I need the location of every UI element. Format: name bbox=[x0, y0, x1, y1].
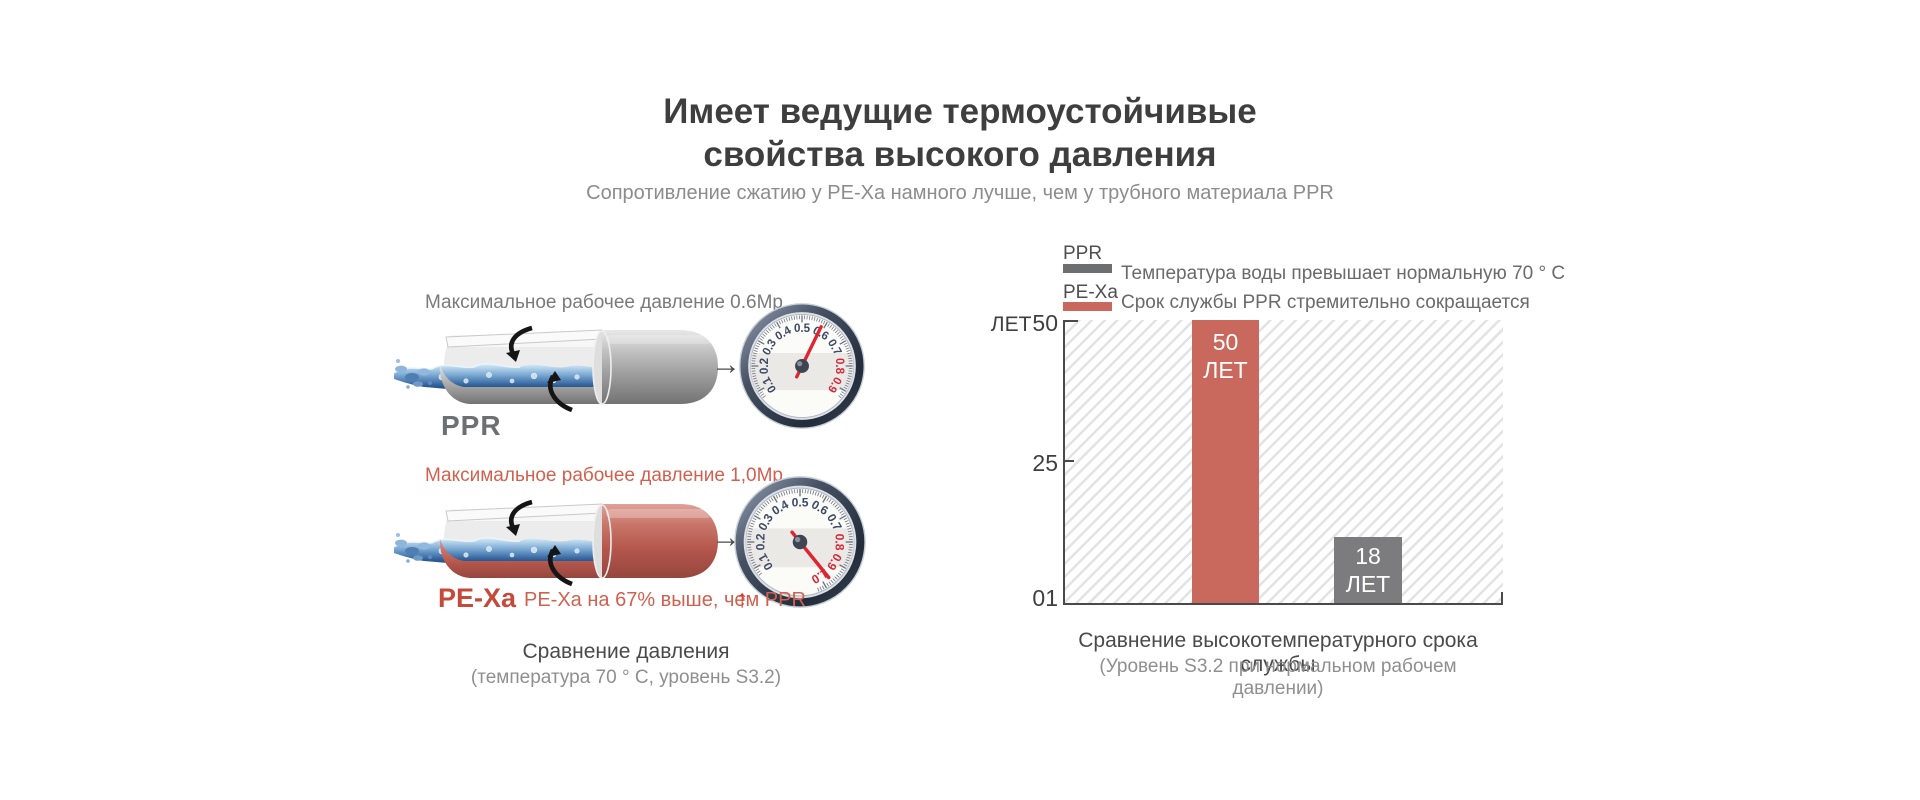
arrow-up-icon: ↑ bbox=[736, 585, 749, 613]
pressure-caption: Сравнение давления bbox=[522, 640, 730, 663]
bar-label: 50 bbox=[1212, 329, 1239, 355]
axis-tick bbox=[1501, 592, 1503, 603]
svg-text:0.5: 0.5 bbox=[794, 322, 811, 335]
axis-tick bbox=[1065, 460, 1074, 462]
bar-pe-xa: 50 ЛЕТ bbox=[1192, 320, 1259, 603]
svg-text:0.8: 0.8 bbox=[833, 534, 847, 551]
pressure-caption-sub: (температура 70 ° C, уровень S3.2) bbox=[470, 667, 782, 688]
pexa-note: PE-Xa на 67% выше, чем PPR bbox=[524, 589, 806, 611]
legend-desc-ppr: Температура воды превышает нормальную 70… bbox=[1121, 263, 1566, 284]
y-tick-25: 25 bbox=[1032, 450, 1058, 476]
svg-text:0.2: 0.2 bbox=[753, 533, 767, 550]
axis-tick bbox=[1065, 320, 1078, 322]
svg-text:0.5: 0.5 bbox=[792, 495, 809, 509]
bar-label: ЛЕТ bbox=[1203, 357, 1248, 383]
pexa-pressure-gauge: 0.1 0.2 0.3 0.4 0.5 0.6 0.7 0.8 0.9 1.0 bbox=[732, 474, 868, 610]
page-title-line1: Имеет ведущие термоустойчивые bbox=[663, 92, 1257, 131]
ppr-pipe-illustration bbox=[393, 325, 720, 413]
life-caption: Сравнение высокотемпературного срока слу… bbox=[1078, 629, 1478, 676]
legend-swatch-ppr bbox=[1063, 264, 1112, 273]
pexa-name-label: PE-Xa bbox=[438, 583, 517, 613]
pexa-pipe-illustration bbox=[393, 499, 720, 587]
legend-desc-pexa: Срок службы PPR стремительно сокращается bbox=[1121, 292, 1530, 313]
ppr-pressure-gauge: 0.1 0.2 0.3 0.4 0.5 0.6 0.7 0.8 0.9 bbox=[737, 301, 867, 431]
page-title-line2: свойства высокого давления bbox=[703, 135, 1217, 174]
y-tick-50: 50 bbox=[1032, 310, 1058, 336]
y-axis-unit: ЛЕТ bbox=[990, 313, 1032, 336]
legend-label-pexa: PE-Xa bbox=[1063, 282, 1118, 303]
page-subtitle: Сопротивление сжатию у PE-Xa намного луч… bbox=[586, 182, 1334, 204]
bar-label: ЛЕТ bbox=[1345, 571, 1391, 598]
svg-text:0.8: 0.8 bbox=[833, 358, 846, 375]
ppr-name-label: PPR bbox=[441, 410, 502, 441]
y-axis-label-top: ЛЕТ 50 bbox=[958, 310, 1058, 337]
life-caption-sub: (Уровень S3.2 при нормальном рабочем дав… bbox=[1099, 656, 1457, 699]
y-tick-0: 01 bbox=[1032, 585, 1058, 611]
legend-swatch-pexa bbox=[1063, 302, 1112, 311]
legend-label-ppr: PPR bbox=[1063, 243, 1103, 264]
page-title: Имеет ведущие термоустойчивые свойства в… bbox=[0, 90, 1920, 176]
arrow-right-icon: → bbox=[711, 348, 741, 381]
ppr-pressure-label: Максимальное рабочее давление 0.6Мр bbox=[425, 292, 783, 313]
svg-text:0.2: 0.2 bbox=[758, 358, 771, 374]
bar-label: 18 bbox=[1355, 543, 1381, 570]
chart-plot-area: 50 ЛЕТ 18 ЛЕТ bbox=[1063, 320, 1503, 605]
bar-ppr: 18 ЛЕТ bbox=[1334, 537, 1402, 603]
pexa-pressure-label: Максимальное рабочее давление 1,0Мр bbox=[425, 465, 783, 486]
